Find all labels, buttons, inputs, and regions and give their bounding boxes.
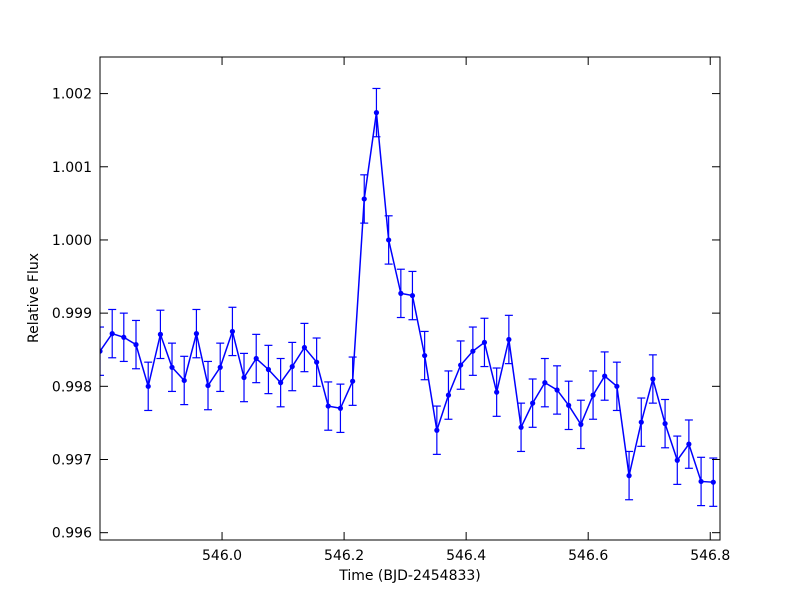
x-tick-label: 546.6 xyxy=(568,548,608,564)
data-point xyxy=(314,359,320,365)
data-point xyxy=(301,344,308,351)
x-tick-label: 546.4 xyxy=(446,548,486,564)
y-tick-label: 1.002 xyxy=(52,87,92,103)
data-point xyxy=(614,383,620,389)
data-point xyxy=(229,328,236,335)
y-tick-label: 1.001 xyxy=(52,160,92,176)
data-point xyxy=(109,331,115,337)
x-tick-label: 546.2 xyxy=(324,548,364,564)
data-point xyxy=(205,382,211,389)
plot-frame xyxy=(99,56,721,541)
x-axis-label: Time (BJD-2454833) xyxy=(338,568,481,584)
data-point xyxy=(445,392,452,398)
data-point xyxy=(193,331,200,337)
data-point xyxy=(278,380,284,386)
data-point xyxy=(157,331,164,337)
y-tick-label: 0.997 xyxy=(52,453,92,469)
data-point xyxy=(650,376,656,382)
data-point xyxy=(289,363,295,370)
y-tick-label: 0.998 xyxy=(52,379,92,395)
data-point xyxy=(698,478,704,485)
data-point xyxy=(626,473,632,479)
data-point xyxy=(602,373,608,379)
data-point xyxy=(409,292,416,299)
data-point xyxy=(350,378,356,384)
data-point xyxy=(181,377,187,384)
y-tick-label: 0.996 xyxy=(52,526,92,542)
data-point xyxy=(662,421,668,427)
data-point xyxy=(530,400,536,406)
data-point xyxy=(470,348,476,354)
x-tick-label: 546.0 xyxy=(202,548,242,564)
data-point xyxy=(554,387,560,393)
data-point xyxy=(217,364,223,370)
data-line xyxy=(100,112,714,483)
data-point xyxy=(133,342,139,348)
data-point xyxy=(434,427,440,433)
data-point xyxy=(458,362,464,368)
data-point xyxy=(674,457,680,463)
data-point xyxy=(241,374,247,381)
data-point xyxy=(494,389,500,395)
data-point xyxy=(169,364,175,370)
data-point xyxy=(590,392,596,398)
data-point xyxy=(361,196,367,202)
data-point xyxy=(518,424,524,430)
data-point xyxy=(253,355,259,362)
data-point xyxy=(386,237,392,243)
data-point xyxy=(542,380,548,386)
data-point xyxy=(100,348,103,354)
data-point xyxy=(265,366,272,373)
data-point xyxy=(578,421,584,427)
data-point xyxy=(481,339,488,346)
data-point xyxy=(710,479,716,485)
data-point xyxy=(422,352,428,359)
data-point xyxy=(398,290,404,296)
x-tick-label: 546.8 xyxy=(690,548,730,564)
y-axis-label: Relative Flux xyxy=(26,253,42,343)
y-tick-label: 0.999 xyxy=(52,306,92,322)
data-point xyxy=(686,441,692,447)
data-point xyxy=(566,402,572,408)
data-point xyxy=(121,334,127,340)
data-point xyxy=(506,336,512,343)
plot-area xyxy=(100,87,718,507)
data-point xyxy=(337,405,344,411)
data-point xyxy=(638,419,644,425)
data-point xyxy=(373,110,380,116)
data-point xyxy=(325,403,331,409)
y-tick-label: 1.000 xyxy=(52,233,92,249)
data-point xyxy=(145,383,151,389)
